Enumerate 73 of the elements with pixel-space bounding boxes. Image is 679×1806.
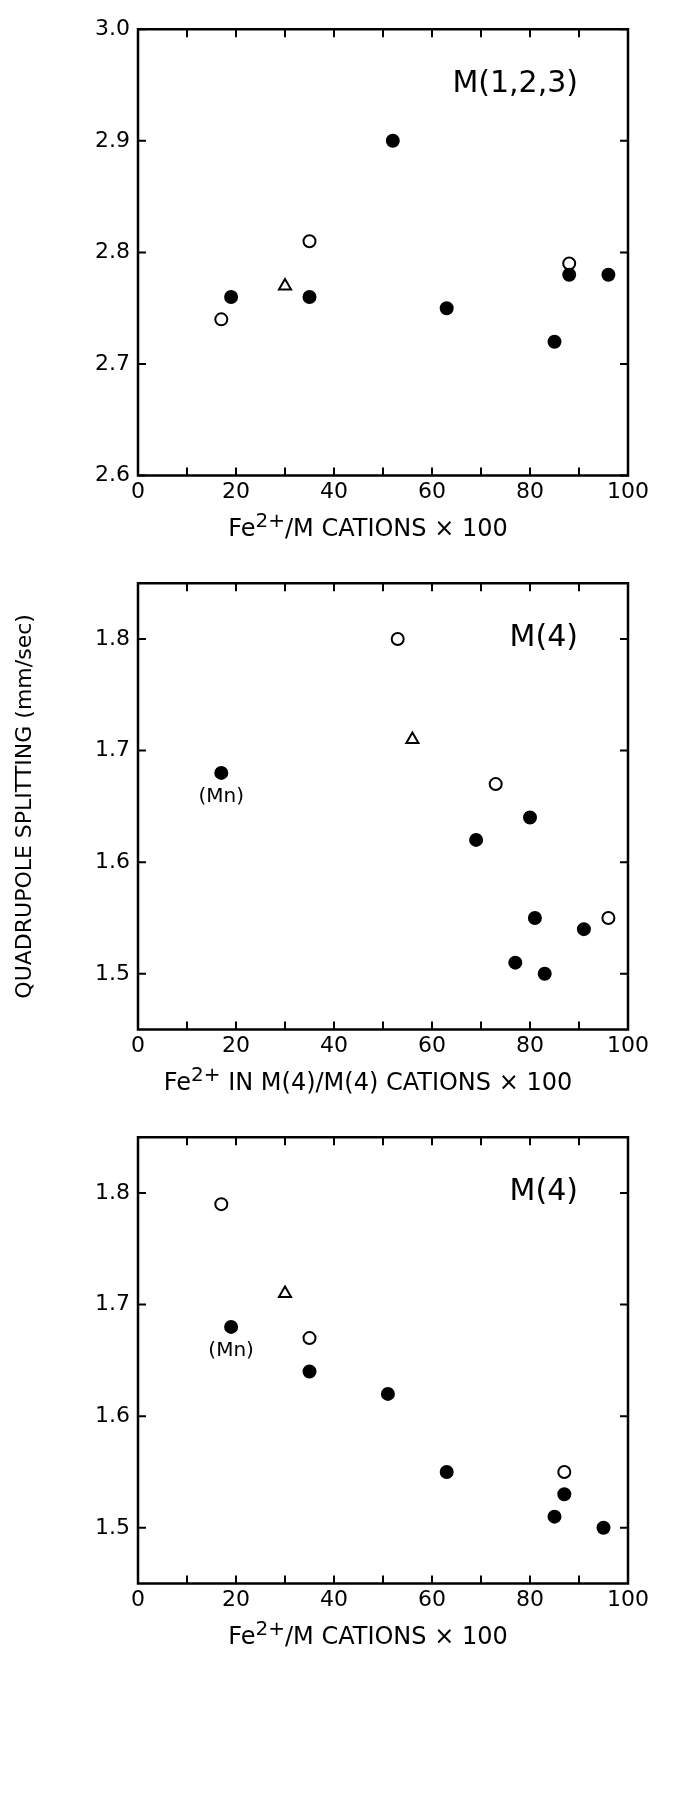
point xyxy=(557,1465,572,1479)
x-tick-label: 40 xyxy=(320,477,348,503)
point xyxy=(224,1319,239,1334)
point xyxy=(508,955,523,970)
x-tick-label: 20 xyxy=(222,1031,250,1057)
x-tick-label: 0 xyxy=(131,477,145,503)
x-tick-label: 40 xyxy=(320,1031,348,1057)
annotation: M(1,2,3) xyxy=(452,64,578,99)
point xyxy=(214,312,229,327)
point xyxy=(302,1364,317,1379)
y-tick-label: 1.6 xyxy=(95,847,130,873)
y-tick-label: 2.8 xyxy=(95,238,130,264)
point xyxy=(439,301,454,316)
x-tick-label: 20 xyxy=(222,1585,250,1611)
point xyxy=(302,234,317,249)
y-tick-label: 1.5 xyxy=(95,959,130,985)
point xyxy=(537,966,552,981)
annotation: M(4) xyxy=(509,1172,578,1207)
x-tick-label: 40 xyxy=(320,1585,348,1611)
y-tick-label: 1.7 xyxy=(95,736,130,762)
y-tick-label: 2.9 xyxy=(95,126,130,152)
point xyxy=(601,267,616,282)
point xyxy=(390,632,405,646)
x-axis-title: Fe$^{2+}$ IN M(4)/M(4) CATIONS × 100 xyxy=(163,1062,573,1096)
point xyxy=(302,290,317,305)
point xyxy=(277,277,293,291)
x-tick-label: 100 xyxy=(607,477,649,503)
y-tick-label: 3.0 xyxy=(95,14,130,40)
x-tick-label: 60 xyxy=(418,1585,446,1611)
x-tick-label: 80 xyxy=(516,1585,544,1611)
y-tick-label: 1.8 xyxy=(95,1178,130,1204)
point xyxy=(439,1465,454,1479)
y-tick-label: 1.7 xyxy=(95,1290,130,1316)
x-tick-label: 60 xyxy=(418,1031,446,1057)
point xyxy=(214,765,229,780)
x-tick-label: 100 xyxy=(607,1585,649,1611)
annotation: (Mn) xyxy=(208,1337,254,1362)
y-tick-label: 2.6 xyxy=(95,461,130,487)
x-tick-label: 100 xyxy=(607,1031,649,1057)
x-tick-label: 0 xyxy=(131,1585,145,1611)
point xyxy=(405,731,420,744)
point xyxy=(562,256,577,271)
y-axis-title: QUADRUPOLE SPLITTING (mm/sec) xyxy=(10,614,36,999)
point xyxy=(562,267,577,282)
y-tick-label: 1.6 xyxy=(95,1401,130,1427)
point xyxy=(527,911,542,925)
point xyxy=(224,290,239,305)
point xyxy=(523,810,537,825)
point xyxy=(547,1509,562,1524)
point xyxy=(596,1520,611,1535)
point xyxy=(380,1386,395,1401)
x-axis-title: Fe$^{2+}$/M CATIONS × 100 xyxy=(228,508,508,542)
point xyxy=(277,1285,293,1298)
point xyxy=(488,777,503,792)
y-tick-label: 1.5 xyxy=(95,1513,130,1539)
point xyxy=(302,1331,317,1346)
point xyxy=(601,911,616,925)
x-tick-label: 80 xyxy=(516,1031,544,1057)
x-tick-label: 60 xyxy=(418,477,446,503)
point xyxy=(214,1197,229,1212)
x-tick-label: 20 xyxy=(222,477,250,503)
annotation: M(4) xyxy=(509,618,578,653)
annotation: (Mn) xyxy=(198,783,245,808)
y-tick-label: 2.7 xyxy=(95,349,130,375)
point xyxy=(576,922,591,937)
x-axis-title: Fe$^{2+}$/M CATIONS × 100 xyxy=(228,1616,508,1650)
point xyxy=(547,334,562,349)
point xyxy=(469,832,484,847)
y-tick-label: 1.8 xyxy=(95,624,130,650)
x-tick-label: 80 xyxy=(516,477,544,503)
point xyxy=(557,1487,572,1502)
point xyxy=(385,133,400,148)
x-tick-label: 0 xyxy=(131,1031,145,1057)
